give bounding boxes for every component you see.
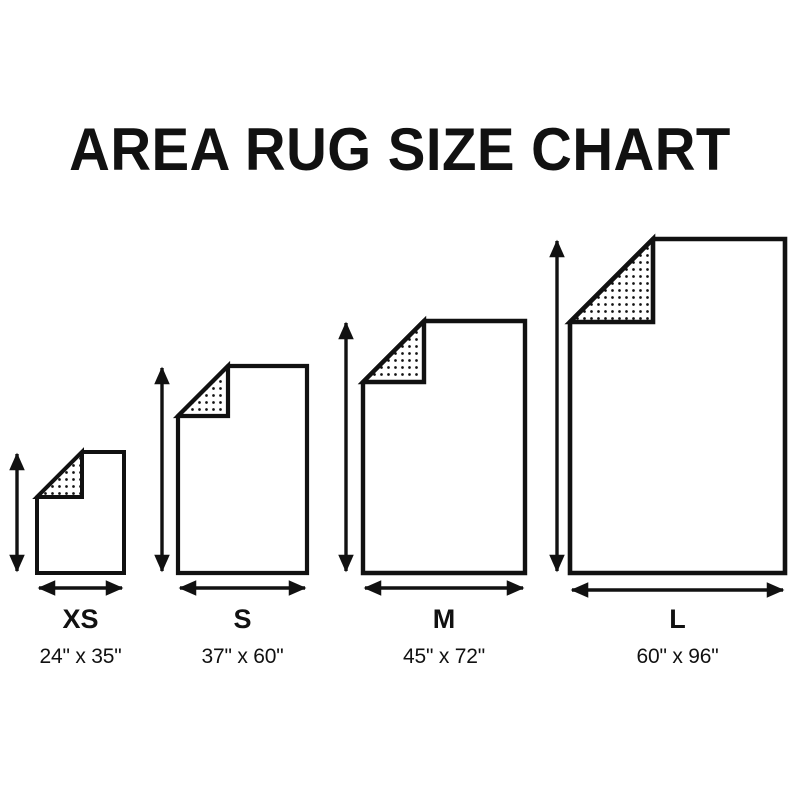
rug-s-size-label: S (233, 604, 251, 634)
rug-xs-dimensions-label: 24" x 35" (40, 645, 122, 668)
rug-s-fold-outline (172, 360, 231, 419)
rug-xs-group: XS 24" x 35" (9, 447, 126, 668)
page-title: AREA RUG SIZE CHART (69, 116, 731, 183)
rug-xs-fold-outline (32, 447, 84, 499)
rug-l-group: L 60" x 96" (549, 233, 788, 668)
rug-l-fold-outline (564, 233, 656, 325)
rug-xs-size-label: XS (62, 604, 98, 634)
rug-s-group: S 37" x 60" (154, 360, 310, 668)
rug-l-dimensions-label: 60" x 96" (637, 645, 719, 668)
rug-m-dimensions-label: 45" x 72" (403, 645, 485, 668)
rug-l-size-label: L (669, 604, 686, 634)
rug-m-group: M 45" x 72" (338, 315, 528, 668)
rug-m-size-label: M (433, 604, 456, 634)
rug-s-dimensions-label: 37" x 60" (202, 645, 284, 668)
rug-m-fold-outline (357, 315, 427, 385)
